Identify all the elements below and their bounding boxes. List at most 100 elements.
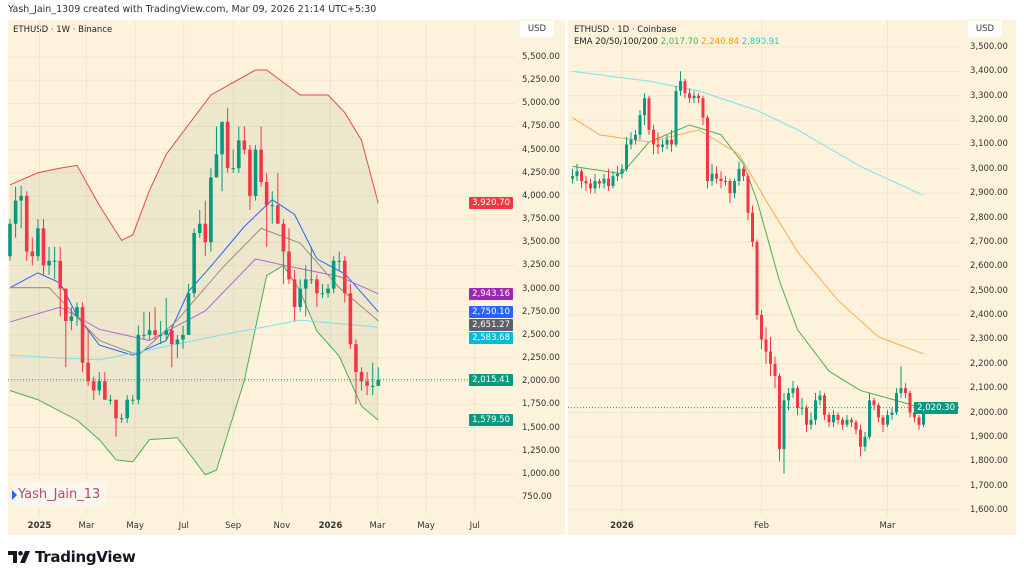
candle — [41, 219, 46, 275]
candle-body — [320, 293, 325, 295]
candle-body — [343, 260, 347, 294]
candle — [787, 388, 790, 411]
candle — [370, 362, 375, 396]
candle-body — [895, 393, 898, 413]
currency-button[interactable]: USD — [968, 21, 1002, 37]
candle — [30, 237, 35, 266]
price-badge: 2,651.27 — [469, 318, 513, 331]
candle — [782, 393, 786, 474]
candle — [917, 414, 921, 430]
candle-body — [863, 436, 867, 447]
candle-body — [58, 260, 63, 289]
candle-body — [242, 140, 247, 150]
candle-body — [796, 388, 799, 408]
candle-body — [331, 260, 336, 289]
candle-body — [130, 399, 135, 401]
y-tick-label: 2,000.00 — [522, 376, 560, 387]
candle — [719, 171, 723, 189]
candle-body — [281, 223, 286, 252]
y-tick-label: 2,900.00 — [970, 188, 1008, 199]
x-tick-label: Sep — [225, 521, 242, 531]
candle — [119, 413, 124, 423]
candle — [764, 327, 768, 364]
candle — [818, 390, 822, 406]
candle-body — [97, 381, 102, 391]
candle — [142, 311, 146, 340]
candle-body — [602, 178, 606, 184]
candle — [593, 173, 597, 194]
candle — [823, 393, 826, 420]
candle — [809, 412, 813, 430]
chart-panel-weekly[interactable]: ETHUSD · 1W · Binance USD — [8, 20, 565, 535]
y-tick-label: 3,500.00 — [522, 237, 560, 248]
candle — [701, 95, 705, 125]
candle — [259, 126, 263, 187]
candle-body — [625, 144, 628, 169]
y-tick-label: 1,600.00 — [970, 505, 1008, 515]
indicator-line-ma — [9, 258, 379, 341]
candle-body — [13, 200, 18, 224]
candle-body — [170, 330, 174, 345]
candle — [58, 246, 63, 317]
candle — [170, 325, 174, 368]
tradingview-logo[interactable]: TradingView — [8, 548, 136, 566]
candle-body — [611, 176, 615, 186]
candle — [814, 393, 817, 425]
candle-body — [214, 154, 219, 178]
x-tick-label: Mar — [78, 521, 95, 531]
candle — [625, 137, 628, 172]
candle-body — [674, 90, 678, 145]
candle — [220, 121, 224, 192]
candle — [598, 178, 601, 189]
candle-body — [737, 168, 741, 182]
candle — [86, 330, 90, 386]
candle — [751, 205, 754, 247]
candle-body — [670, 139, 673, 145]
candle — [643, 93, 646, 125]
candle — [629, 132, 633, 150]
candle — [805, 405, 808, 433]
candle-body — [86, 362, 90, 382]
y-tick-label: 2,300.00 — [970, 334, 1008, 345]
candle — [103, 371, 107, 400]
candle-body — [908, 393, 912, 413]
chart-panel-daily[interactable]: ETHUSD · 1D · Coinbase EMA 20/50/100/200… — [568, 20, 1016, 535]
logo-text: TradingView — [35, 548, 136, 566]
candle — [203, 200, 208, 257]
candle-body — [580, 171, 583, 182]
price-badge: 3,920.70 — [469, 197, 513, 210]
candle-body — [782, 400, 786, 450]
candle-body — [365, 381, 369, 386]
candle-body — [791, 388, 795, 394]
candle-body — [209, 177, 213, 243]
candle-body — [778, 375, 781, 450]
candle — [186, 283, 191, 335]
y-tick-label: 4,000.00 — [522, 190, 560, 201]
candle — [890, 407, 894, 420]
candle-body — [715, 173, 718, 179]
y-tick-label: 2,750.00 — [522, 306, 560, 317]
candle-body — [616, 173, 619, 177]
candle-body — [661, 144, 664, 147]
tradingview-logo-icon — [8, 551, 30, 563]
y-tick-label: 2,200.00 — [970, 358, 1008, 369]
candle — [602, 173, 606, 189]
candle — [287, 228, 291, 284]
y-tick-label: 3,250.00 — [522, 260, 560, 271]
candle-body — [886, 414, 889, 425]
y-tick-label: 1,000.00 — [522, 468, 560, 479]
currency-button[interactable]: USD — [520, 21, 554, 37]
candle-body — [114, 399, 118, 419]
candle — [571, 168, 574, 184]
y-tick-label: 2,800.00 — [970, 212, 1008, 223]
y-tick-label: 2,250.00 — [522, 353, 560, 364]
candle — [114, 399, 118, 437]
candle — [674, 85, 678, 147]
candle-body — [710, 173, 714, 182]
y-tick-label: 1,750.00 — [522, 399, 560, 410]
candle-body — [253, 149, 258, 196]
candle-body — [80, 307, 85, 363]
candle — [638, 110, 642, 140]
x-tick-label: Feb — [753, 521, 770, 531]
